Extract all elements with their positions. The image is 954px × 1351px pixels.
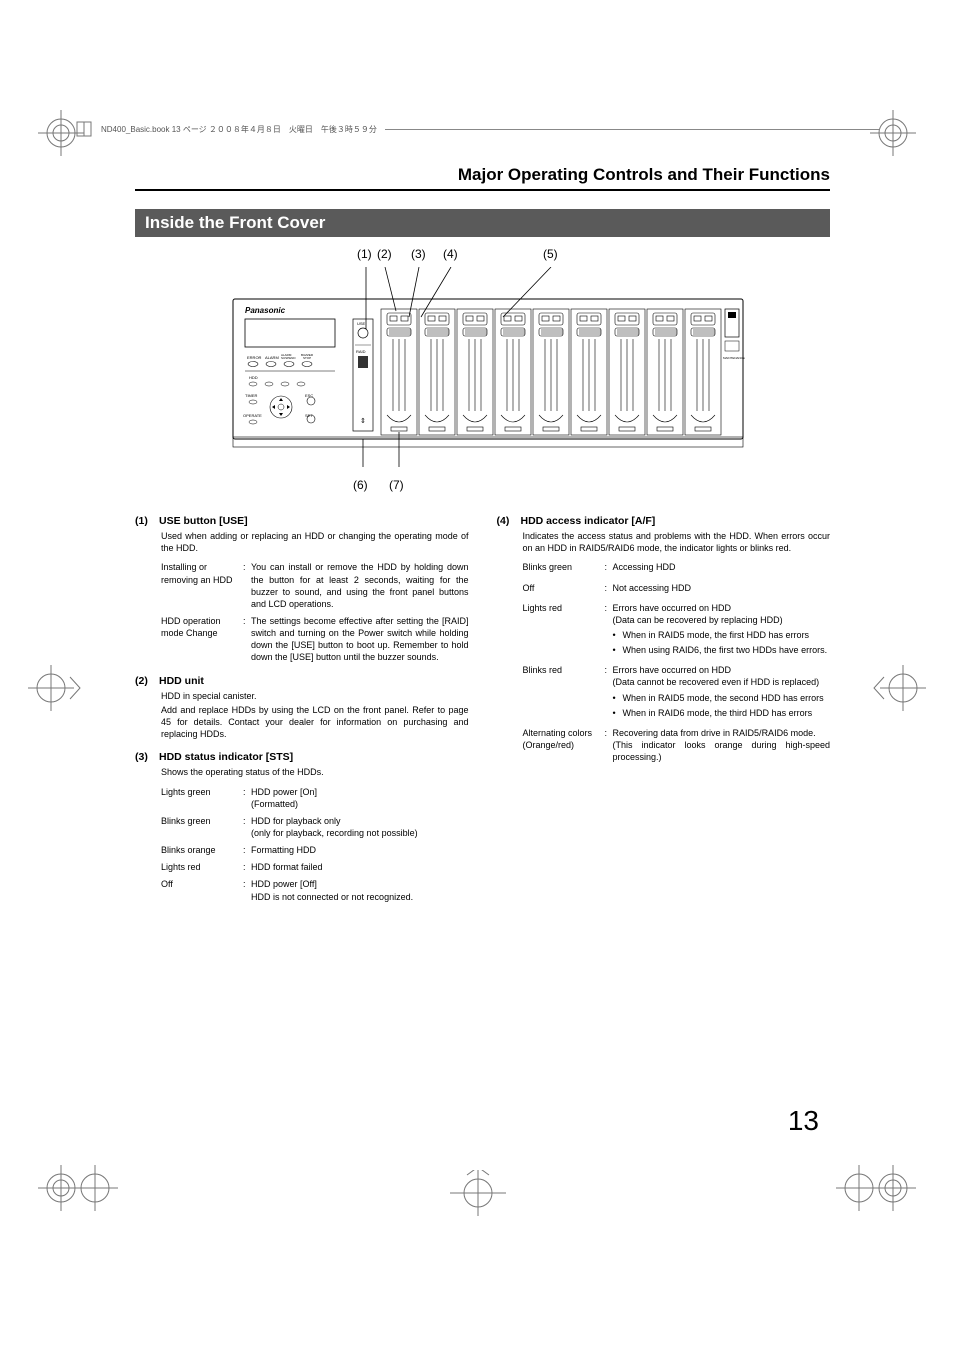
access-row: Off:Not accessing HDD xyxy=(523,582,831,597)
item-2-desc2: Add and replace HDDs by using the LCD on… xyxy=(161,704,469,740)
crop-mark-icon xyxy=(450,1170,506,1216)
access-row: Alternating colors (Orange/red):Recoveri… xyxy=(523,727,831,766)
status-row: Blinks orange:Formatting HDD xyxy=(161,844,469,856)
title-rule xyxy=(135,189,830,191)
item-1-row: Installing or removing an HDD : You can … xyxy=(161,561,469,610)
callout-3: (3) xyxy=(411,247,426,261)
book-icon xyxy=(75,120,93,138)
svg-text:USE: USE xyxy=(357,321,366,326)
svg-text:⇕: ⇕ xyxy=(360,417,366,425)
item-2-head: (2)HDD unit xyxy=(135,674,469,688)
callout-4: (4) xyxy=(443,247,458,261)
svg-text:TIMER: TIMER xyxy=(245,393,258,398)
svg-text:STOP: STOP xyxy=(303,356,311,360)
item-3-desc: Shows the operating status of the HDDs. xyxy=(161,766,469,778)
page-number: 13 xyxy=(788,1105,819,1137)
item-1-row: HDD operation mode Change : The settings… xyxy=(161,615,469,664)
callout-1: (1) xyxy=(357,247,372,261)
callout-7: (7) xyxy=(389,478,404,492)
item-4-desc: Indicates the access status and problems… xyxy=(523,530,831,554)
page-content: Major Operating Controls and Their Funct… xyxy=(135,165,830,908)
item-1-head: (1)USE button [USE] xyxy=(135,514,469,528)
callout-6: (6) xyxy=(353,478,368,492)
status-row: Lights red:HDD format failed xyxy=(161,861,469,873)
item-4-head: (4)HDD access indicator [A/F] xyxy=(497,514,831,528)
callouts-bottom: (6) (7) xyxy=(135,478,830,496)
crop-mark-icon xyxy=(836,1165,882,1211)
status-row: Off:HDD power [Off]HDD is not connected … xyxy=(161,878,469,902)
status-row: Blinks green:HDD for playback only(only … xyxy=(161,815,469,839)
crop-mark-icon xyxy=(28,665,84,711)
callout-2: (2) xyxy=(377,247,392,261)
right-column: (4)HDD access indicator [A/F] Indicates … xyxy=(497,514,831,908)
access-row: Blinks red:Errors have occurred on HDD(D… xyxy=(523,664,831,722)
device-diagram: Panasonic ERROR ALARM ALARMSUSPEND BUZZE… xyxy=(135,267,830,472)
item-2-desc: HDD in special canister. xyxy=(161,690,469,702)
svg-text:OPERATE: OPERATE xyxy=(243,413,262,418)
access-row: Blinks green:Accessing HDD xyxy=(523,561,831,576)
left-column: (1)USE button [USE] Used when adding or … xyxy=(135,514,469,908)
print-header: ND400_Basic.book 13 ページ ２００８年４月８日 火曜日 午後… xyxy=(75,120,879,138)
callout-5: (5) xyxy=(543,247,558,261)
page-title: Major Operating Controls and Their Funct… xyxy=(135,165,830,185)
svg-text:HDD: HDD xyxy=(249,375,258,380)
crop-mark-icon xyxy=(870,665,926,711)
item-3-head: (3)HDD status indicator [STS] xyxy=(135,750,469,764)
header-text: ND400_Basic.book 13 ページ ２００８年４月８日 火曜日 午後… xyxy=(101,124,377,135)
callouts-top: (1) (2) (3) (4) (5) xyxy=(135,247,830,265)
svg-text:ERROR: ERROR xyxy=(247,355,262,360)
access-row: Lights red:Errors have occurred on HDD(D… xyxy=(523,602,831,660)
status-row: Lights green:HDD power [On](Formatted) xyxy=(161,786,469,810)
crop-mark-icon xyxy=(72,1165,118,1211)
svg-text:SUSPEND: SUSPEND xyxy=(281,356,296,360)
section-heading: Inside the Front Cover xyxy=(135,209,830,237)
svg-text:Panasonic: Panasonic xyxy=(245,306,286,315)
svg-text:ALARM: ALARM xyxy=(265,355,279,360)
item-1-desc: Used when adding or replacing an HDD or … xyxy=(161,530,469,554)
svg-text:MAINTENANCE: MAINTENANCE xyxy=(723,356,745,360)
svg-text:RAID: RAID xyxy=(356,349,366,354)
